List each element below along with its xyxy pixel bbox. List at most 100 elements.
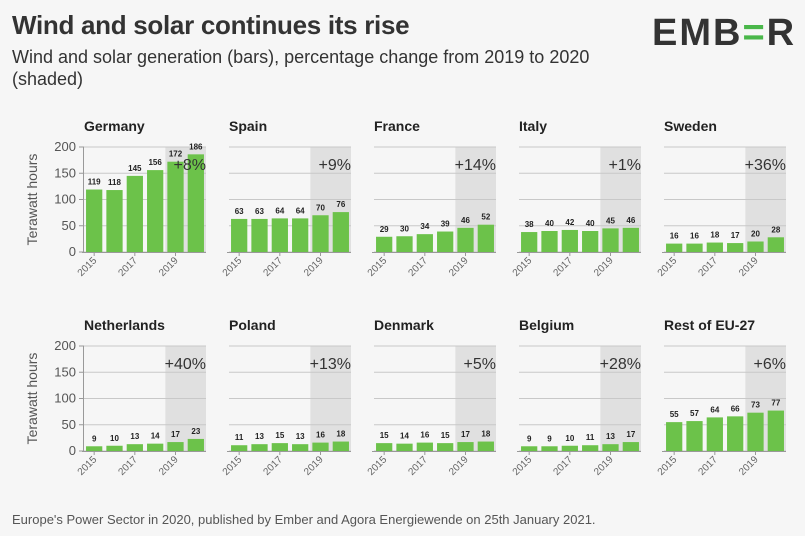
x-tick-label-poland-2017: 2017 — [261, 454, 285, 478]
x-tick-label-denmark-2015: 2015 — [366, 454, 390, 478]
bar-denmark-2019 — [457, 442, 474, 451]
y-tick-label-50: 50 — [62, 218, 76, 233]
x-tick-label-denmark-2019: 2019 — [447, 454, 471, 478]
value-label-france-2016: 30 — [400, 224, 409, 233]
x-tick-label-sweden-2017: 2017 — [696, 255, 720, 279]
value-label-rest-of-eu-27-2016: 57 — [690, 409, 699, 418]
bar-germany-2017 — [126, 175, 143, 252]
pct-change-france: +14% — [455, 157, 496, 174]
chart-subtitle: Wind and solar generation (bars), percen… — [12, 47, 590, 89]
value-label-italy-2019: 45 — [606, 216, 615, 225]
pct-change-germany: +8% — [174, 157, 206, 174]
value-label-italy-2017: 42 — [565, 218, 574, 227]
bar-sweden-2020 — [767, 237, 784, 252]
x-tick-label-spain-2019: 2019 — [302, 255, 326, 279]
value-label-netherlands-2020: 23 — [191, 427, 200, 436]
bar-netherlands-2016 — [106, 445, 123, 451]
bar-belgium-2020 — [622, 442, 639, 451]
pct-change-denmark: +5% — [464, 356, 496, 373]
value-label-belgium-2015: 9 — [527, 434, 532, 443]
value-label-germany-2018: 156 — [148, 158, 162, 167]
value-label-denmark-2017: 16 — [420, 431, 429, 440]
value-label-sweden-2016: 16 — [690, 232, 699, 241]
value-label-netherlands-2018: 14 — [151, 432, 160, 441]
value-label-rest-of-eu-27-2018: 66 — [731, 404, 740, 413]
bar-sweden-2019 — [747, 241, 764, 252]
x-tick-label-germany-2019: 2019 — [157, 255, 181, 279]
value-label-poland-2017: 15 — [275, 431, 284, 440]
bar-rest-of-eu-27-2018 — [727, 416, 744, 451]
x-tick-label-germany-2015: 2015 — [76, 255, 100, 279]
value-label-france-2019: 46 — [461, 216, 470, 225]
value-label-belgium-2016: 9 — [547, 434, 552, 443]
bar-denmark-2020 — [477, 441, 494, 451]
value-label-germany-2015: 119 — [88, 178, 101, 187]
y-tick-label-0: 0 — [69, 244, 76, 259]
pct-change-sweden: +36% — [745, 157, 786, 174]
bar-spain-2020 — [332, 212, 349, 252]
value-label-netherlands-2016: 10 — [110, 434, 119, 443]
value-label-poland-2019: 16 — [316, 431, 325, 440]
bar-belgium-2015 — [521, 446, 538, 451]
bar-germany-2016 — [106, 190, 123, 252]
bar-rest-of-eu-27-2016 — [686, 421, 703, 451]
y-tick-label-150: 150 — [54, 364, 76, 379]
bar-italy-2019 — [602, 228, 619, 252]
x-tick-label-sweden-2015: 2015 — [656, 255, 680, 279]
value-label-italy-2016: 40 — [545, 219, 554, 228]
value-label-italy-2015: 38 — [525, 220, 534, 229]
bar-netherlands-2018 — [147, 443, 164, 451]
y-tick-label-150: 150 — [54, 165, 76, 180]
x-tick-label-belgium-2015: 2015 — [511, 454, 535, 478]
panel-title-poland: Poland — [229, 317, 276, 333]
bar-spain-2016 — [251, 218, 268, 252]
x-tick-label-france-2019: 2019 — [447, 255, 471, 279]
value-label-france-2018: 39 — [441, 220, 450, 229]
value-label-denmark-2019: 17 — [461, 430, 470, 439]
value-label-germany-2017: 145 — [128, 164, 142, 173]
x-tick-label-netherlands-2019: 2019 — [157, 454, 181, 478]
bar-france-2020 — [477, 224, 494, 252]
value-label-rest-of-eu-27-2020: 77 — [771, 399, 780, 408]
x-tick-label-rest-of-eu-27-2015: 2015 — [656, 454, 680, 478]
bar-france-2019 — [457, 227, 474, 252]
value-label-denmark-2020: 18 — [481, 430, 490, 439]
panel-title-france: France — [374, 118, 420, 134]
bar-france-2017 — [416, 234, 433, 252]
bar-germany-2015 — [86, 189, 103, 252]
pct-change-netherlands: +40% — [165, 356, 206, 373]
bar-poland-2015 — [231, 445, 248, 451]
value-label-netherlands-2019: 17 — [171, 430, 180, 439]
bar-poland-2016 — [251, 444, 268, 451]
value-label-spain-2017: 64 — [275, 206, 284, 215]
value-label-poland-2016: 13 — [255, 432, 264, 441]
y-tick-label-50: 50 — [62, 417, 76, 432]
panel-title-belgium: Belgium — [519, 317, 574, 333]
bar-spain-2015 — [231, 218, 248, 252]
x-tick-label-germany-2017: 2017 — [116, 255, 140, 279]
bar-belgium-2018 — [582, 445, 599, 451]
value-label-italy-2018: 40 — [586, 219, 595, 228]
bar-belgium-2016 — [541, 446, 558, 451]
bar-france-2018 — [437, 231, 454, 252]
value-label-rest-of-eu-27-2017: 64 — [710, 405, 719, 414]
bar-italy-2016 — [541, 231, 558, 252]
pct-change-rest-of-eu-27: +6% — [754, 356, 786, 373]
value-label-germany-2019: 172 — [169, 150, 183, 159]
x-tick-label-france-2015: 2015 — [366, 255, 390, 279]
bar-poland-2020 — [332, 441, 349, 451]
value-label-belgium-2017: 10 — [565, 434, 574, 443]
value-label-denmark-2015: 15 — [380, 431, 389, 440]
bar-italy-2018 — [582, 231, 599, 252]
value-label-france-2017: 34 — [420, 222, 429, 231]
bar-italy-2017 — [561, 229, 578, 252]
value-label-france-2015: 29 — [380, 225, 389, 234]
y-axis-label: Terawatt hours — [24, 353, 40, 445]
bar-denmark-2016 — [396, 443, 413, 451]
value-label-italy-2020: 46 — [626, 216, 635, 225]
x-tick-label-poland-2019: 2019 — [302, 454, 326, 478]
value-label-rest-of-eu-27-2015: 55 — [670, 410, 679, 419]
y-tick-label-200: 200 — [54, 338, 76, 353]
bar-rest-of-eu-27-2019 — [747, 412, 764, 451]
